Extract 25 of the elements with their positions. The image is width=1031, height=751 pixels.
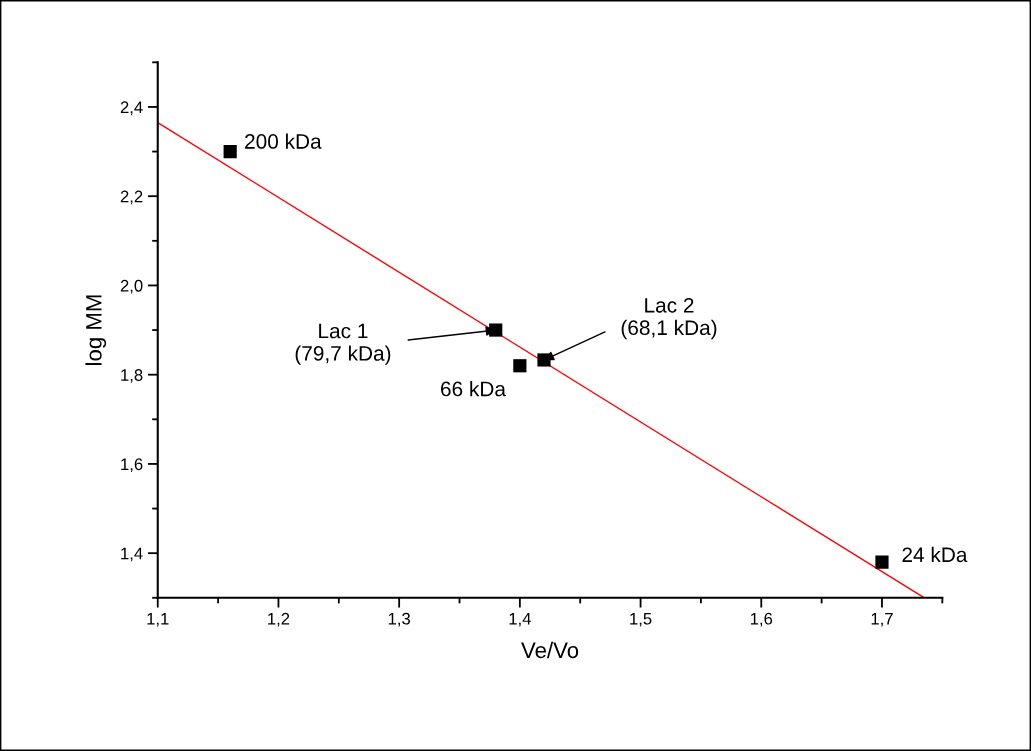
x-axis-title: Ve/Vo [521, 641, 579, 659]
y-tick-label: 1,6 [121, 458, 143, 473]
annotation: 200 kDa [245, 133, 322, 149]
y-tick-label: 2,0 [120, 279, 143, 294]
y-tick-label: 2,2 [120, 190, 143, 205]
y-tick-label: 1,4 [121, 547, 143, 562]
x-tick-label: 1,2 [268, 612, 290, 627]
point [513, 359, 527, 373]
annotation: 66 kDa [441, 381, 506, 397]
y-axis-title: log MM [85, 295, 107, 365]
x-tick-label: 1,1 [147, 612, 169, 627]
x-tick-label: 1,6 [750, 612, 773, 627]
point [537, 353, 551, 367]
point [223, 144, 237, 159]
x-tick-label: 1,7 [871, 612, 893, 627]
x-tick-label: 1,3 [388, 612, 411, 627]
annotation: Lac 1 (79,7 kDa) [295, 323, 391, 365]
point [489, 323, 503, 337]
x-tick-label: 1,5 [630, 612, 652, 627]
y-tick-label: 1,8 [121, 369, 143, 383]
annotation: 24 kDa [902, 546, 968, 563]
x-tick-label: 1,4 [509, 612, 531, 627]
y-tick-label: 2,4 [120, 101, 143, 116]
point [875, 555, 889, 569]
annotation: Lac 2 (68,1 kDa) [621, 297, 717, 340]
